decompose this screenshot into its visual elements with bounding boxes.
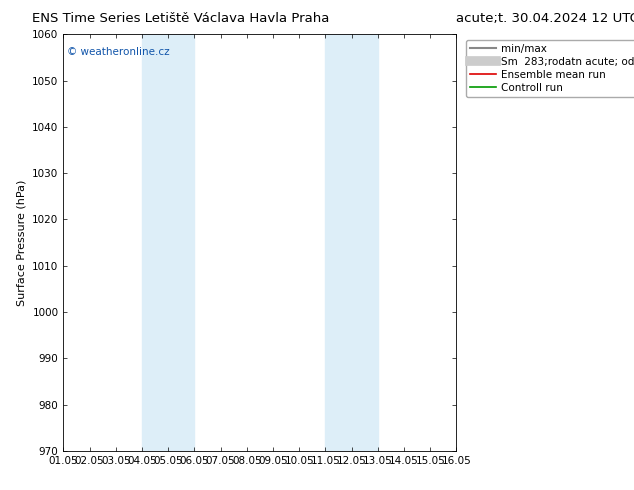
Text: ENS Time Series Letiště Václava Havla Praha: ENS Time Series Letiště Václava Havla Pr… [32, 12, 329, 25]
Bar [325, 34, 378, 451]
Text: acute;t. 30.04.2024 12 UTC: acute;t. 30.04.2024 12 UTC [456, 12, 634, 25]
Text: © weatheronline.cz: © weatheronline.cz [67, 47, 170, 57]
Y-axis label: Surface Pressure (hPa): Surface Pressure (hPa) [16, 179, 27, 306]
Bar [142, 34, 195, 451]
Legend: min/max, Sm  283;rodatn acute; odchylka, Ensemble mean run, Controll run: min/max, Sm 283;rodatn acute; odchylka, … [465, 40, 634, 97]
